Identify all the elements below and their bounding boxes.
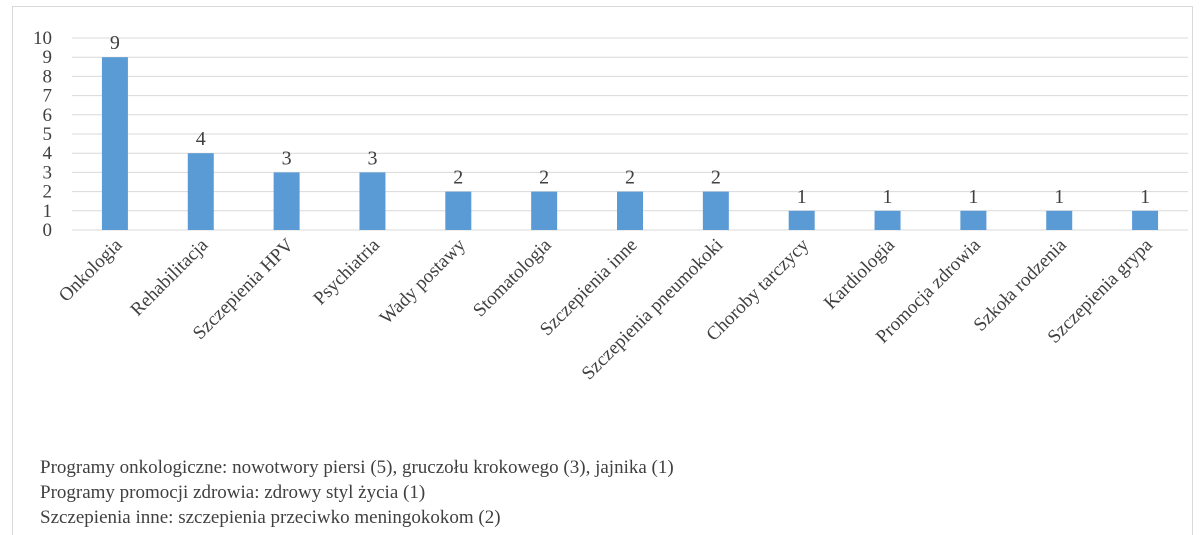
bar-1	[187, 153, 214, 230]
y-tick-label-3: 3	[43, 162, 53, 183]
bar-0	[101, 57, 128, 231]
x-tick-label-0: Onkologia	[55, 234, 127, 306]
data-label-1: 4	[196, 128, 206, 150]
y-tick-label-0: 0	[43, 220, 53, 241]
data-label-7: 2	[711, 167, 721, 189]
x-tick-label-4: Wady postawy	[376, 234, 470, 328]
data-label-10: 1	[968, 186, 978, 208]
bar-9	[874, 210, 901, 230]
data-label-4: 2	[453, 167, 463, 189]
bar-4	[445, 191, 472, 230]
y-tick-label-5: 5	[43, 124, 53, 145]
bar-8	[788, 210, 815, 230]
data-label-5: 2	[539, 167, 549, 189]
bar-7	[702, 191, 729, 230]
bar-10	[960, 210, 987, 230]
bar-11	[1046, 210, 1073, 230]
y-tick-label-4: 4	[43, 143, 53, 164]
data-label-2: 3	[282, 147, 292, 169]
note-health-promotion: Programy promocji zdrowia: zdrowy styl ż…	[40, 482, 426, 503]
data-label-6: 2	[625, 167, 635, 189]
bar-5	[531, 191, 558, 230]
note-oncology: Programy onkologiczne: nowotwory piersi …	[40, 457, 674, 478]
data-label-3: 3	[367, 147, 377, 169]
y-tick-label-7: 7	[43, 86, 53, 107]
y-tick-label-1: 1	[43, 201, 53, 222]
chart-frame	[12, 6, 1193, 535]
x-tick-label-7: Szczepienia pneumokoki	[578, 235, 728, 385]
x-tick-label-1: Rehabilitacja	[127, 234, 213, 320]
y-tick-label-6: 6	[43, 105, 53, 126]
bar-12	[1132, 210, 1159, 230]
y-tick-label-8: 8	[43, 66, 53, 87]
data-label-12: 1	[1140, 186, 1150, 208]
x-tick-label-3: Psychiatria	[309, 234, 384, 309]
bar-3	[359, 172, 386, 230]
chart-notes: Programy onkologiczne: nowotwory piersi …	[40, 455, 674, 530]
data-label-9: 1	[883, 186, 893, 208]
data-label-8: 1	[797, 186, 807, 208]
y-tick-label-2: 2	[43, 182, 53, 203]
note-other-vaccinations: Szczepienia inne: szczepienia przeciwko …	[40, 507, 501, 528]
bar-6	[617, 191, 643, 230]
x-tick-label-5: Stomatologia	[469, 234, 556, 321]
x-tick-label-9: Kardiologia	[820, 234, 899, 313]
bar-2	[273, 172, 300, 230]
data-label-11: 1	[1054, 186, 1064, 208]
data-label-0: 9	[110, 32, 120, 54]
y-tick-label-10: 10	[33, 28, 52, 49]
y-tick-label-9: 9	[43, 47, 53, 68]
